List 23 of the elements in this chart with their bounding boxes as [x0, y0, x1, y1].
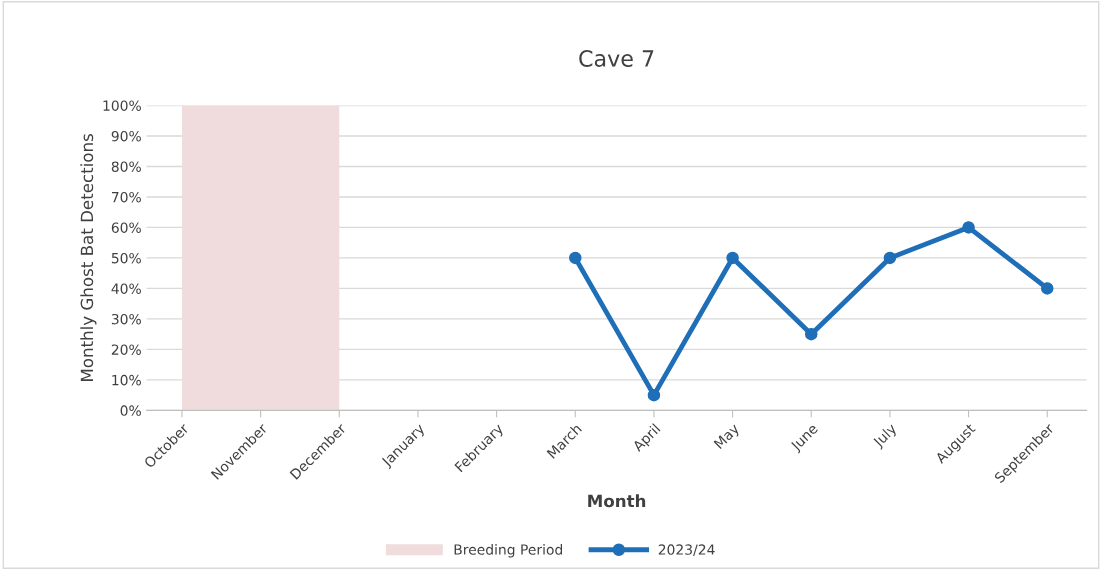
point: [962, 221, 975, 234]
y-tick-label: 80%: [111, 161, 141, 172]
legend-label: Breeding Period: [454, 544, 563, 558]
point: [883, 251, 897, 265]
y-tick-label: 70%: [111, 191, 141, 203]
y-tick-label: 20%: [111, 344, 141, 355]
legend-label: 2023/24: [658, 544, 715, 556]
chart-title: Cave 7: [579, 50, 654, 67]
y-tick-label: 10%: [112, 374, 141, 386]
y-tick-label: 100%: [103, 100, 141, 111]
y-tick-label: 90%: [111, 130, 141, 142]
point: [569, 251, 582, 265]
y-tick-label: 0%: [120, 405, 141, 416]
y-tick-label: 60%: [111, 222, 141, 233]
x-axis-title: Month: [588, 494, 646, 508]
point: [726, 251, 739, 265]
point: [805, 327, 818, 341]
point: [1040, 282, 1054, 295]
point: [647, 388, 661, 402]
y-tick-label: 50%: [111, 252, 141, 264]
y-tick-label: 40%: [111, 283, 141, 294]
y-tick-label: 30%: [111, 313, 141, 325]
y-axis-title: Monthly Ghost Bat Detections: [80, 134, 97, 381]
